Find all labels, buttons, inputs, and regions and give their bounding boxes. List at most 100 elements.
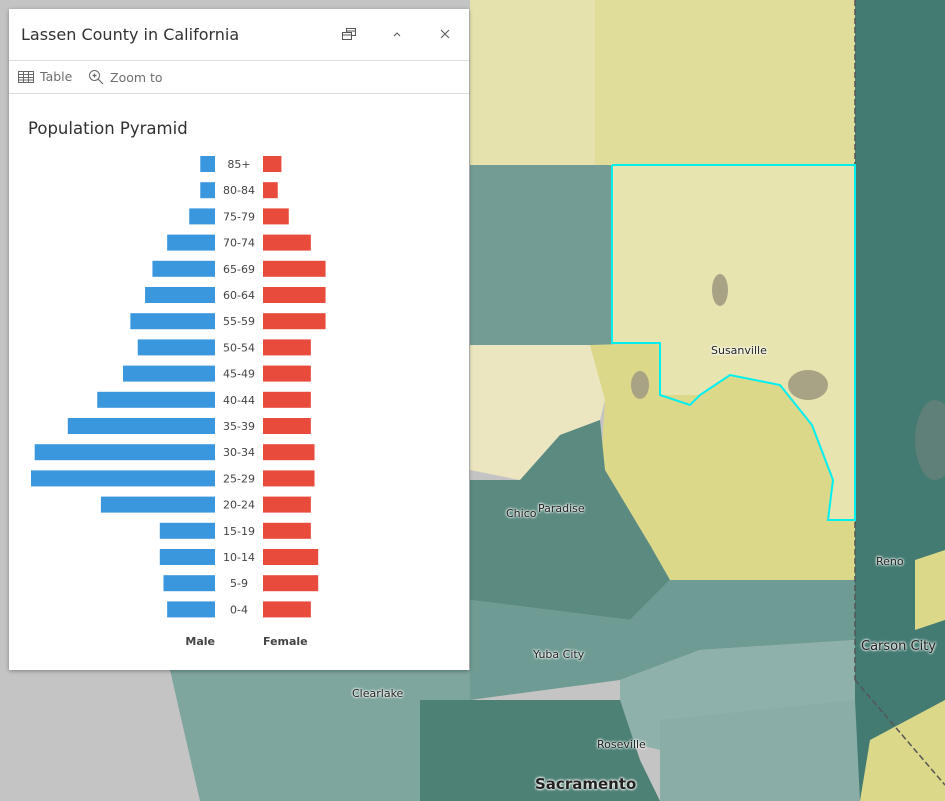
- legend-female: Female: [263, 635, 308, 648]
- county-region: [470, 420, 670, 620]
- bar-female-25-29[interactable]: [263, 470, 315, 487]
- bar-male-15-19[interactable]: [159, 522, 215, 539]
- bar-female-80-84[interactable]: [263, 182, 278, 199]
- bar-male-30-34[interactable]: [34, 444, 216, 461]
- population-pyramid-chart: 85+ 80-84 75-79 70-74 65-69 60-64 55-59 50-54 45…: [31, 156, 326, 648]
- age-label: 55-59: [223, 315, 255, 328]
- bar-female-70-74[interactable]: [263, 234, 311, 251]
- bar-female-45-49[interactable]: [263, 365, 311, 382]
- age-label: 35-39: [223, 420, 255, 433]
- age-label: 10-14: [223, 551, 255, 564]
- bar-male-10-14[interactable]: [159, 549, 215, 565]
- bar-male-40-44[interactable]: [97, 391, 215, 408]
- age-label: 15-19: [223, 525, 255, 538]
- close-icon: [440, 29, 450, 39]
- bar-male-55-59[interactable]: [130, 313, 215, 330]
- bar-female-20-24[interactable]: [263, 496, 311, 513]
- map-label-paradise: Paradise: [538, 502, 585, 515]
- bar-male-5-9[interactable]: [163, 575, 215, 592]
- popup-title: Lassen County in California: [21, 25, 240, 44]
- zoom-to-button[interactable]: Zoom to: [88, 69, 163, 85]
- bar-female-5-9[interactable]: [263, 575, 319, 592]
- age-label: 5-9: [230, 577, 248, 590]
- county-region: [470, 345, 610, 480]
- lake: [712, 274, 728, 306]
- map-label-chico: Chico: [506, 507, 537, 520]
- popup-toolbar: Table Zoom to: [9, 61, 469, 94]
- table-button[interactable]: Table: [18, 69, 72, 84]
- age-label: 65-69: [223, 263, 255, 276]
- age-label: 20-24: [223, 499, 255, 512]
- county-region: [470, 165, 612, 345]
- county-region: [470, 0, 595, 165]
- age-label: 40-44: [223, 394, 255, 407]
- map-label-clearlake: Clearlake: [352, 687, 404, 700]
- bar-male-25-29[interactable]: [31, 470, 215, 487]
- map-label-yuba-city: Yuba City: [533, 648, 585, 661]
- lake: [788, 370, 828, 400]
- age-label: 25-29: [223, 472, 255, 485]
- zoom-in-icon: [89, 70, 104, 85]
- dock-icon: [342, 28, 356, 40]
- bar-female-85+[interactable]: [263, 156, 282, 172]
- county-region: [915, 550, 945, 630]
- bar-female-60-64[interactable]: [263, 287, 326, 303]
- county-region: [170, 670, 470, 801]
- table-icon: [18, 70, 34, 83]
- age-label: 30-34: [223, 446, 255, 459]
- bar-male-60-64[interactable]: [145, 287, 215, 303]
- bar-female-65-69[interactable]: [263, 260, 326, 277]
- bar-male-70-74[interactable]: [167, 234, 215, 251]
- age-label: 75-79: [223, 210, 255, 223]
- state-border: [854, 679, 945, 786]
- popup-panel: Lassen County in California Table Zoom t…: [9, 9, 469, 670]
- age-label: 0-4: [230, 603, 248, 616]
- county-region: [420, 700, 660, 801]
- lake: [631, 371, 649, 399]
- county-lassen[interactable]: [612, 165, 855, 520]
- bar-female-10-14[interactable]: [263, 549, 319, 565]
- chart-title: Population Pyramid: [28, 119, 188, 138]
- map-label-sacramento: Sacramento: [535, 775, 637, 793]
- table-label: Table: [40, 69, 73, 84]
- age-label: 80-84: [223, 184, 255, 197]
- age-label: 70-74: [223, 237, 255, 250]
- county-region: [595, 0, 855, 165]
- age-label: 60-64: [223, 289, 255, 302]
- county-region: [590, 343, 855, 580]
- bar-male-65-69[interactable]: [152, 260, 215, 277]
- bar-male-20-24[interactable]: [100, 496, 215, 513]
- bar-female-75-79[interactable]: [263, 208, 289, 225]
- lassen-highlight-outline: [611, 164, 856, 521]
- bar-female-15-19[interactable]: [263, 522, 311, 539]
- bar-female-35-39[interactable]: [263, 418, 311, 434]
- bar-female-0-4[interactable]: [263, 601, 311, 618]
- age-label: 50-54: [223, 341, 255, 354]
- bar-male-80-84[interactable]: [200, 182, 215, 199]
- bar-female-55-59[interactable]: [263, 313, 326, 330]
- county-region: [660, 700, 860, 801]
- county-region: [470, 580, 855, 700]
- bar-male-0-4[interactable]: [167, 601, 215, 618]
- bar-female-30-34[interactable]: [263, 444, 315, 461]
- county-region: [855, 0, 945, 801]
- close-button[interactable]: [434, 23, 456, 45]
- collapse-button[interactable]: [386, 23, 408, 45]
- bar-male-35-39[interactable]: [67, 418, 215, 434]
- bar-female-40-44[interactable]: [263, 391, 311, 408]
- age-label: 45-49: [223, 368, 255, 381]
- bar-male-45-49[interactable]: [123, 365, 215, 382]
- bar-male-85+[interactable]: [200, 156, 215, 172]
- bar-male-50-54[interactable]: [137, 339, 215, 356]
- bar-male-75-79[interactable]: [189, 208, 215, 225]
- county-region: [860, 700, 945, 801]
- dock-button[interactable]: [338, 23, 360, 45]
- legend-male: Male: [185, 635, 215, 648]
- zoom-to-label: Zoom to: [110, 69, 163, 85]
- bar-female-50-54[interactable]: [263, 339, 311, 356]
- map-label-roseville: Roseville: [597, 738, 646, 751]
- map-label-carson-city: Carson City: [861, 639, 936, 654]
- map-label-susanville: Susanville: [711, 344, 767, 357]
- age-label: 85+: [227, 158, 250, 171]
